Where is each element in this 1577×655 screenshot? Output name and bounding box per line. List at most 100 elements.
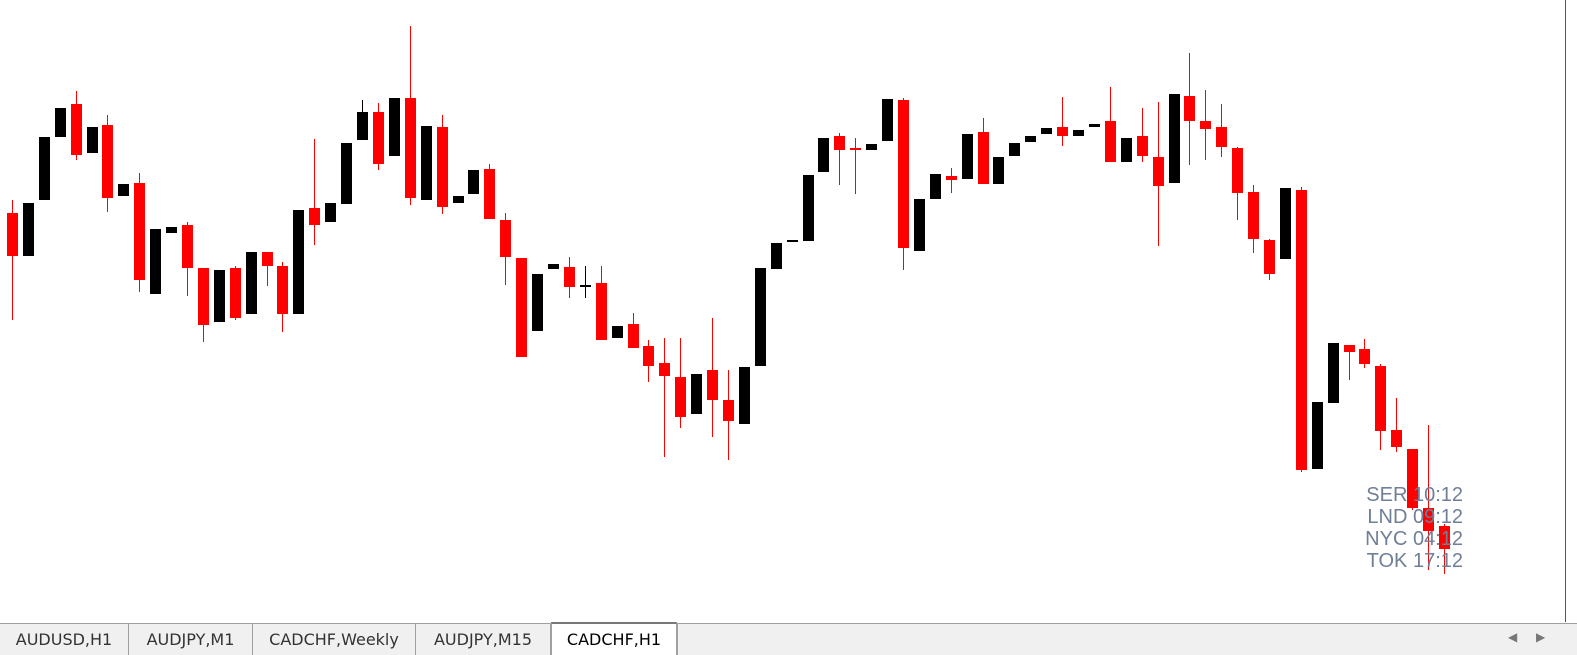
- candle-body: [1328, 343, 1339, 403]
- candle-body: [1216, 127, 1227, 147]
- chart-tab[interactable]: AUDUSD,H1: [0, 624, 129, 655]
- candle-body: [882, 99, 893, 141]
- candle-body: [659, 363, 670, 376]
- candle-body: [341, 143, 352, 204]
- candle-body: [1296, 190, 1307, 470]
- scroll-right[interactable]: ▶: [1536, 630, 1546, 644]
- candle-body: [1344, 345, 1355, 352]
- candle-body: [277, 266, 288, 314]
- candle-body: [962, 134, 973, 179]
- candle-body: [1391, 430, 1402, 447]
- candle-body: [1264, 240, 1275, 274]
- candle-body: [580, 285, 591, 287]
- candle-body: [1089, 124, 1100, 127]
- candle-body: [389, 98, 400, 156]
- tab-bar: AUDUSD,H1 AUDJPY,M1 CADCHF,Weekly AUDJPY,M1…: [0, 622, 1577, 655]
- chart-tab[interactable]: AUDJPY,M1: [129, 624, 253, 655]
- candle-body: [707, 370, 718, 400]
- candle-body: [1359, 349, 1370, 364]
- candle-body: [818, 138, 829, 172]
- candle-body: [39, 137, 50, 200]
- candle-body: [198, 268, 209, 325]
- candle-body: [739, 367, 750, 424]
- candle-body: [914, 199, 925, 251]
- candle-body: [1073, 130, 1084, 136]
- candle-body: [421, 126, 432, 200]
- candle-body: [1200, 121, 1211, 129]
- chart-tab[interactable]: CADCHF,Weekly: [253, 624, 416, 655]
- session-clock: SER 10:12: [1366, 484, 1463, 506]
- candle-body: [1423, 508, 1434, 531]
- candle-body: [993, 157, 1004, 184]
- candle-body: [771, 243, 782, 269]
- candle-body: [1312, 402, 1323, 469]
- candle-body: [596, 283, 607, 340]
- candle-body: [898, 100, 909, 248]
- candle-body: [405, 98, 416, 198]
- candle-body: [166, 227, 177, 233]
- candle-body: [850, 148, 861, 150]
- candle-body: [357, 112, 368, 140]
- candle-body: [118, 184, 129, 196]
- candle-body: [1232, 148, 1243, 193]
- candle-body: [1169, 94, 1180, 183]
- candle-body: [23, 203, 34, 256]
- chart-tab[interactable]: AUDJPY,M15: [416, 624, 551, 655]
- session-clock: LND 09:12: [1367, 506, 1463, 528]
- candle-body: [866, 144, 877, 150]
- candle-body: [1439, 526, 1450, 549]
- candle-body: [150, 229, 161, 294]
- candle-body: [1009, 143, 1020, 156]
- candle-body: [1137, 136, 1148, 156]
- candle-body: [834, 136, 845, 150]
- candle-body: [803, 175, 814, 241]
- candle-body: [325, 203, 336, 222]
- candle-body: [1025, 136, 1036, 142]
- candle-body: [230, 268, 241, 318]
- tab-scroll: ◀ ▶: [677, 624, 1577, 655]
- candle-body: [102, 125, 113, 198]
- candle-body: [246, 252, 257, 314]
- candle-body: [182, 225, 193, 268]
- candle-body: [978, 132, 989, 184]
- candle-body: [564, 267, 575, 287]
- candle-body: [1407, 449, 1418, 508]
- candle-body: [691, 374, 702, 414]
- candle-body: [675, 377, 686, 417]
- candle-body: [643, 346, 654, 366]
- candle-body: [1041, 128, 1052, 134]
- chart-tab[interactable]: CADCHF,H1: [551, 622, 677, 655]
- candle-body: [1248, 192, 1259, 239]
- candle-body: [1280, 188, 1291, 259]
- candle-body: [71, 104, 82, 155]
- candle-body: [930, 174, 941, 199]
- candle-body: [1184, 96, 1195, 121]
- candle-body: [500, 220, 511, 257]
- candle-body: [1105, 121, 1116, 162]
- candle-body: [628, 324, 639, 348]
- scroll-left[interactable]: ◀: [1508, 630, 1518, 644]
- candle-body: [293, 210, 304, 314]
- candles: [7, 26, 1450, 574]
- candle-body: [437, 127, 448, 207]
- candle-body: [787, 240, 798, 242]
- candle-body: [7, 213, 18, 256]
- candle-body: [309, 208, 320, 225]
- candle-body: [1375, 366, 1386, 431]
- session-clock: NYC 04:12: [1365, 528, 1463, 550]
- candle-body: [755, 268, 766, 366]
- candle-body: [723, 400, 734, 421]
- candle-body: [87, 127, 98, 153]
- candle-body: [946, 176, 957, 180]
- candle-body: [468, 170, 479, 194]
- candle-body: [453, 196, 464, 203]
- candle-body: [214, 270, 225, 322]
- candle-body: [1121, 138, 1132, 162]
- candle-body: [373, 112, 384, 164]
- candle-body: [134, 183, 145, 280]
- candle-body: [532, 274, 543, 331]
- candle-body: [1153, 157, 1164, 186]
